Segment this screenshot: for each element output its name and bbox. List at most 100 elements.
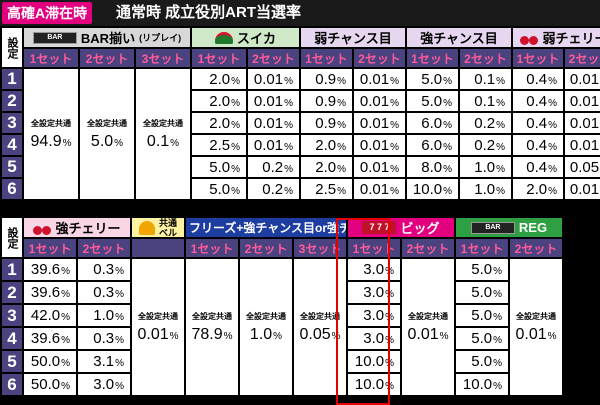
rate-cell: 0.1% — [460, 91, 511, 111]
bar-icon: BAR — [470, 221, 515, 234]
set-label: 2セット — [464, 51, 507, 66]
common-rate: 0.01% — [515, 326, 556, 344]
group-label: 弱チャンス目 — [314, 31, 392, 46]
rate-value: 5.0 — [471, 307, 493, 324]
set-label: 1セット — [190, 241, 234, 256]
rate-value: 0.3 — [93, 261, 115, 278]
percent-sign: % — [443, 75, 452, 87]
rate-value: 0.01 — [253, 114, 284, 132]
percent-sign: % — [331, 330, 341, 342]
rate-value: 0.4 — [526, 114, 548, 132]
common-rate-cell: 全設定共通 0.01% — [510, 259, 562, 395]
common-label: 全設定共通 — [138, 311, 178, 321]
rate-cell: 3.0% — [348, 259, 400, 280]
set-label: 2セット — [252, 51, 295, 66]
rate-cell: 8.0% — [407, 157, 458, 177]
set-label: 2セット — [244, 241, 288, 256]
settings-corner: 設定 — [2, 218, 22, 257]
percent-sign: % — [548, 97, 557, 109]
set-column-header: 2セット — [248, 49, 299, 67]
rate-cell: 10.0% — [407, 179, 458, 199]
rate-cell: 0.4% — [513, 91, 563, 111]
set-column-header: 2セット — [565, 49, 600, 67]
percent-sign: % — [548, 141, 557, 153]
percent-sign: % — [385, 312, 394, 323]
rate-cell: 0.01% — [248, 113, 299, 133]
percent-sign: % — [337, 119, 346, 131]
common-label: 全設定共通 — [143, 118, 183, 128]
percent-sign: % — [115, 266, 124, 277]
seven-icon: 7 7 7 — [362, 221, 397, 234]
rate-cell: 5.0% — [192, 157, 246, 177]
percent-sign: % — [496, 75, 505, 87]
rate-value: 3.0 — [363, 261, 385, 278]
common-label: 全設定共通 — [87, 118, 127, 128]
percent-sign: % — [385, 335, 394, 346]
set-label: 3セット — [141, 51, 185, 66]
rate-value: 6.0 — [421, 136, 443, 154]
percent-sign: % — [169, 330, 179, 342]
percent-sign: % — [284, 185, 293, 197]
set-label: 1セット — [305, 51, 348, 66]
set-column-header: 2セット — [78, 239, 130, 257]
group-label: スイカ — [236, 31, 276, 46]
common-rate: 78.9% — [191, 326, 232, 344]
rate-cell: 0.01% — [565, 91, 600, 111]
rate-value: 0.9 — [315, 70, 337, 88]
rate-cell: 0.3% — [78, 328, 130, 349]
common-label: 全設定共通 — [516, 311, 556, 321]
rate-value: 1.0 — [249, 325, 273, 343]
rate-value: 3.0 — [363, 284, 385, 301]
set-column-header: 2セット — [510, 239, 562, 257]
set-label: 1セット — [352, 241, 396, 256]
percent-sign: % — [231, 185, 240, 197]
percent-sign: % — [115, 358, 124, 369]
bell-label-bottom: ベル — [158, 227, 177, 238]
rate-value: 42.0 — [30, 307, 61, 324]
group-label: 強チェリー — [55, 221, 121, 236]
bell-icon — [138, 220, 155, 235]
rate-value: 0.01 — [569, 136, 600, 154]
group-label: 共通 ベル — [159, 218, 177, 238]
rate-value: 2.0 — [209, 92, 231, 110]
rate-cell: 2.0% — [513, 179, 563, 199]
percent-sign: % — [337, 141, 346, 153]
common-label: 全設定共通 — [246, 311, 286, 321]
rate-cell: 5.0% — [456, 351, 508, 372]
rate-value: 0.01 — [407, 325, 439, 343]
setting-row-header: 3 — [2, 305, 22, 326]
setting-number: 6 — [7, 374, 17, 394]
percent-sign: % — [390, 97, 399, 109]
percent-sign: % — [443, 163, 452, 175]
percent-sign: % — [231, 141, 240, 153]
rate-value: 10.0 — [354, 353, 385, 370]
percent-sign: % — [114, 137, 124, 149]
rate-cell: 10.0% — [348, 374, 400, 395]
rate-value: 5.0 — [471, 261, 493, 278]
setting-row-header: 2 — [2, 91, 22, 111]
rate-cell: 2.0% — [192, 113, 246, 133]
rate-value: 6.0 — [421, 114, 443, 132]
rate-cell: 0.9% — [301, 91, 352, 111]
rate-cell: 50.0% — [24, 351, 76, 372]
rate-cell: 50.0% — [24, 374, 76, 395]
setting-number: 2 — [7, 282, 17, 302]
set-label: 1セット — [460, 241, 504, 256]
setting-row-header: 3 — [2, 113, 22, 133]
bottom-rate-table: 設定 強チェリー 共通 ベル フリーズ+強チャンス目or強チェ 7 7 7 ビッグ BAR RE… — [2, 218, 562, 405]
group-header-weakcherry: 弱チェリー — [513, 28, 600, 47]
rate-cell: 3.1% — [78, 351, 130, 372]
rate-cell: 39.6% — [24, 282, 76, 303]
common-label: 全設定共通 — [192, 311, 232, 321]
rate-value: 10.0 — [354, 376, 385, 393]
rate-cell: 0.01% — [565, 113, 600, 133]
percent-sign: % — [231, 75, 240, 87]
rate-cell: 0.01% — [354, 179, 405, 199]
rate-cell: 5.0% — [456, 259, 508, 280]
watermelon-icon — [214, 31, 233, 44]
rate-value: 39.6 — [30, 330, 61, 347]
bar-icon: BAR — [32, 31, 77, 44]
rate-cell: 0.2% — [460, 135, 511, 155]
percent-sign: % — [443, 97, 452, 109]
rate-cell: 39.6% — [24, 259, 76, 280]
